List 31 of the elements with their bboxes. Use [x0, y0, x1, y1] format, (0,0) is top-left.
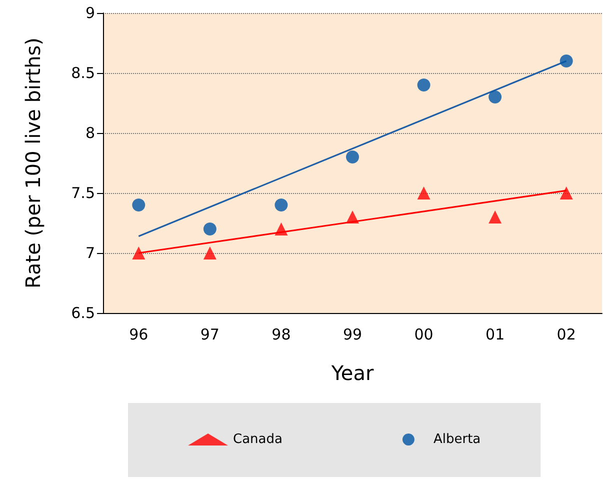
x-tick-label: 96	[129, 326, 148, 344]
x-tick-label: 97	[200, 326, 220, 344]
point	[488, 90, 502, 104]
y-tick-label: 8	[85, 124, 95, 142]
point	[203, 246, 216, 260]
x-tick-label: 02	[556, 326, 576, 344]
point	[417, 78, 430, 92]
point	[274, 198, 288, 212]
point	[560, 186, 573, 200]
y-tick-label: 9	[85, 4, 95, 22]
legend-label: Canada	[233, 432, 282, 447]
point	[488, 210, 502, 224]
legend-label: Alberta	[433, 432, 481, 447]
point	[203, 222, 216, 236]
point	[560, 54, 573, 68]
point	[346, 210, 359, 224]
y-axis-title: Rate (per 100 live births)	[21, 38, 45, 288]
y-tick-label: 8.5	[71, 64, 95, 82]
x-tick-label: 00	[414, 326, 434, 344]
y-tick-label: 7.5	[71, 184, 95, 202]
x-axis-title: Year	[330, 361, 374, 385]
point	[274, 222, 288, 236]
x-tick-label: 01	[486, 326, 505, 344]
point	[346, 150, 359, 164]
point	[132, 198, 146, 212]
y-tick-label: 6.5	[71, 304, 95, 322]
x-tick-label: 99	[342, 326, 362, 344]
x-tick-label: 98	[272, 326, 291, 344]
point	[417, 186, 430, 200]
y-tick-label: 7	[85, 244, 95, 262]
point	[132, 246, 146, 260]
